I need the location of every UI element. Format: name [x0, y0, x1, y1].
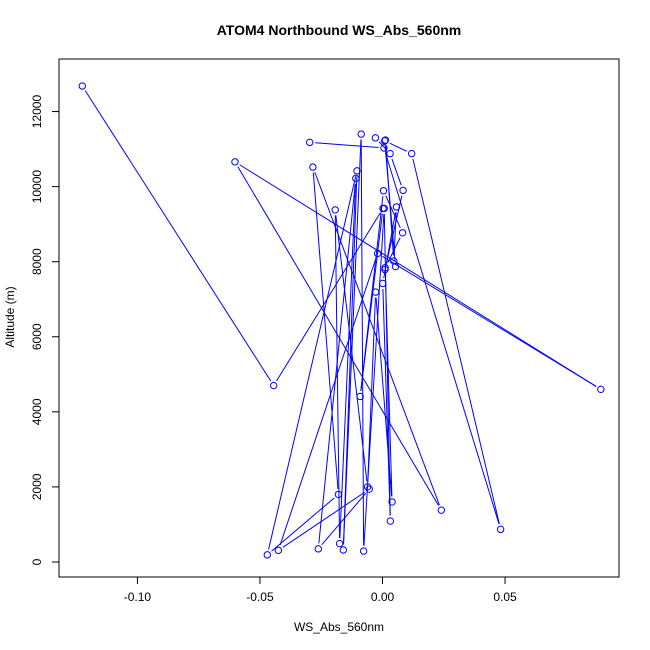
data-point [274, 546, 283, 555]
series-segment [239, 164, 597, 387]
data-point [407, 149, 416, 158]
series-segment [389, 142, 407, 152]
y-axis-label: Altitude (m) [3, 286, 17, 347]
data-point [335, 539, 344, 548]
data-point [352, 174, 360, 183]
series-segment [335, 215, 368, 482]
series-segment [334, 215, 341, 539]
y-axis: 0 2000 4000 6000 8000 10000 12000 [30, 95, 60, 565]
data-point [381, 136, 390, 144]
series-points-group [78, 82, 605, 559]
x-axis: -0.10 -0.05 0.00 0.05 [124, 576, 517, 604]
data-point [388, 498, 396, 506]
data-point [496, 525, 505, 534]
data-point [339, 546, 347, 554]
series-segment [271, 497, 335, 552]
series-segment [412, 158, 500, 525]
data-point [314, 545, 322, 553]
data-point [399, 186, 407, 195]
series-segment [279, 258, 377, 546]
data-point [597, 385, 605, 394]
x-tick-label: -0.10 [124, 590, 152, 604]
data-point [386, 517, 395, 525]
x-axis-label: WS_Abs_560nm [294, 620, 384, 634]
data-point [309, 163, 317, 171]
y-tick-label: 6000 [30, 323, 44, 350]
data-point [269, 381, 278, 390]
data-point [363, 483, 372, 491]
series-segment [382, 288, 391, 516]
series-segment [385, 195, 401, 228]
data-point [398, 229, 407, 237]
series-segment [339, 183, 357, 539]
series-segment [360, 139, 365, 546]
series-segment [391, 158, 402, 186]
series-segment [343, 139, 362, 545]
y-tick-label: 2000 [30, 473, 44, 500]
data-point [306, 138, 314, 147]
series-segment [312, 172, 339, 489]
data-point [371, 288, 380, 296]
data-point [381, 137, 389, 145]
y-tick-label: 4000 [30, 398, 44, 425]
data-point [357, 130, 365, 138]
x-tick-label: -0.05 [246, 590, 274, 604]
series-line-group [84, 90, 597, 552]
data-point [380, 204, 388, 213]
x-tick-label: 0.05 [493, 590, 517, 604]
series-segment [282, 491, 365, 548]
series-segment [384, 146, 396, 262]
chart-title: ATOM4 Northbound WS_Abs_560nm [217, 22, 462, 38]
y-tick-label: 0 [30, 558, 44, 565]
data-point [365, 485, 373, 493]
data-point [334, 490, 343, 499]
x-tick-label: 0.00 [371, 590, 395, 604]
data-point [380, 144, 388, 152]
data-point [381, 265, 389, 274]
series-segment [84, 90, 272, 382]
series-segment [315, 142, 379, 149]
data-point [392, 203, 401, 211]
data-point [437, 506, 446, 514]
series-segment [318, 183, 356, 544]
data-point [78, 82, 86, 90]
y-tick-label: 10000 [30, 170, 44, 204]
series-segment [367, 297, 376, 482]
data-point [359, 547, 368, 555]
y-tick-label: 8000 [30, 248, 44, 275]
series-segment [268, 176, 357, 550]
data-point [353, 167, 361, 175]
series-segment [385, 153, 500, 525]
series-segment [321, 493, 367, 545]
series-segment [383, 212, 396, 279]
series-segment [314, 172, 440, 506]
y-tick-label: 12000 [30, 95, 44, 129]
data-point [331, 206, 339, 214]
series-segment [237, 166, 439, 506]
data-point [263, 551, 272, 559]
data-point [379, 187, 388, 195]
data-point [356, 392, 364, 401]
data-point [386, 149, 394, 158]
data-point [373, 249, 382, 258]
data-point [371, 134, 380, 142]
series-segment [360, 196, 384, 392]
data-point [379, 279, 387, 288]
data-point [231, 158, 239, 166]
data-point [391, 262, 400, 271]
